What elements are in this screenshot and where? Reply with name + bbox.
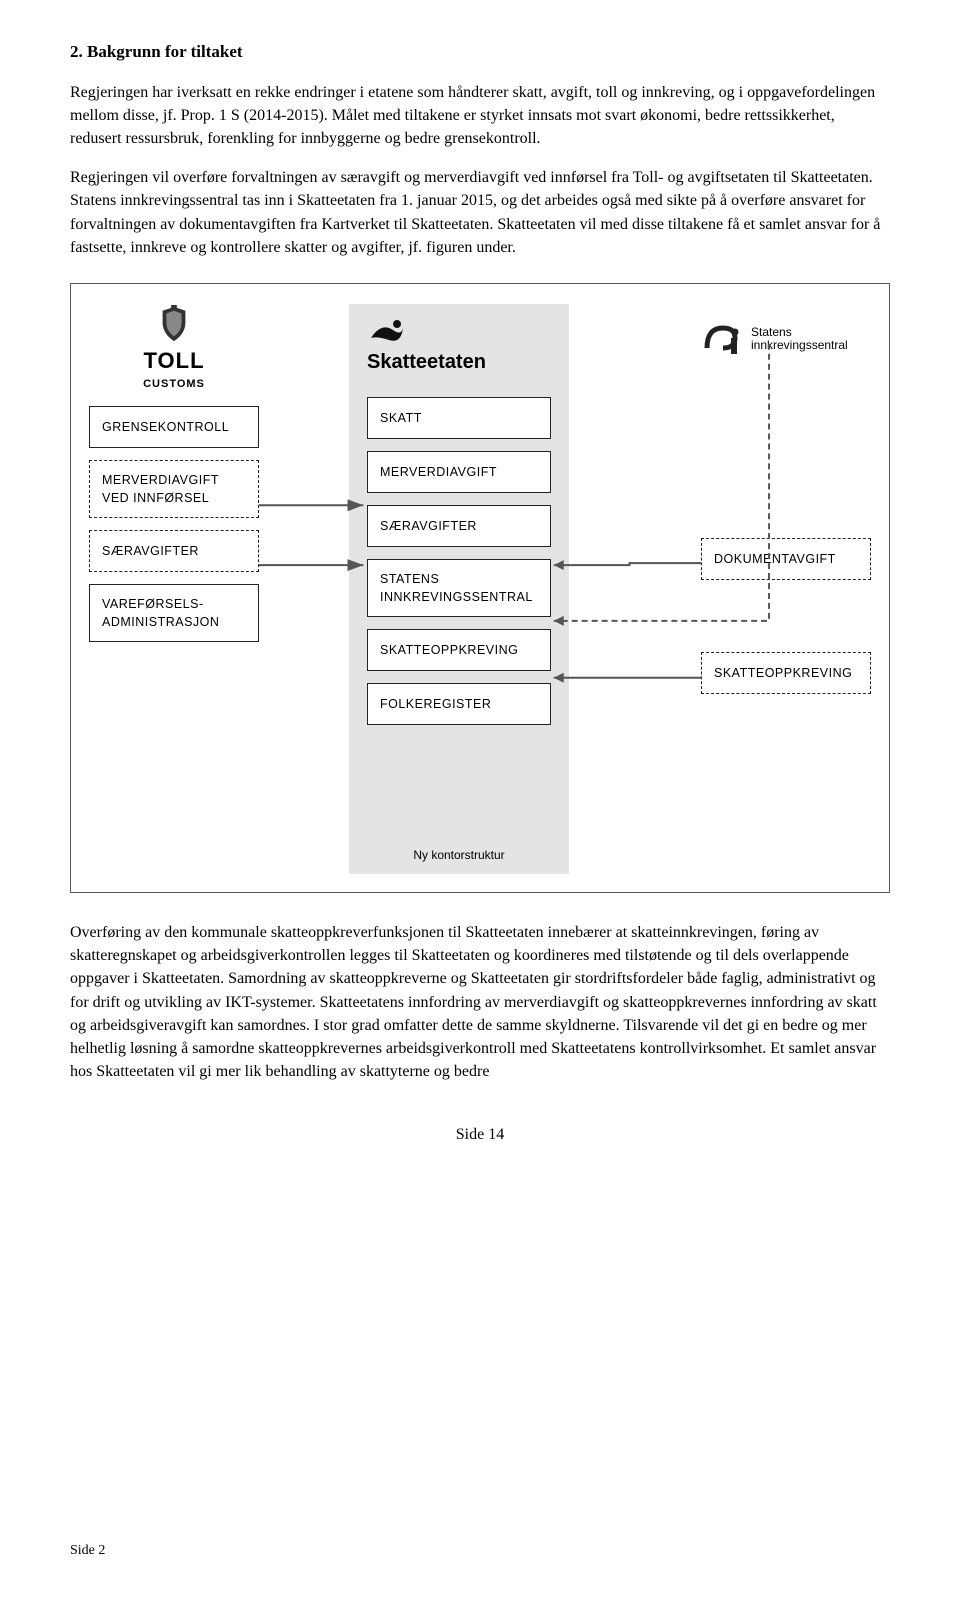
mid-footer: Ny kontorstruktur (349, 847, 569, 864)
si-icon (701, 318, 743, 360)
diagram-col-right: Statensinnkrevingssentral DOKUMENTAVGIFT… (701, 304, 871, 706)
mid-box-4: SKATTEOPPKREVING (367, 629, 551, 671)
si-text: Statensinnkrevingssentral (751, 326, 848, 352)
org-diagram: TOLL CUSTOMS GRENSEKONTROLL MERVERDIAVGIF… (70, 283, 890, 893)
left-box-2: SÆRAVGIFTER (89, 530, 259, 572)
section-heading: 2. Bakgrunn for tiltaket (70, 40, 890, 65)
right-box-1: SKATTEOPPKREVING (701, 652, 871, 694)
crest-icon (155, 305, 193, 343)
mid-box-2: SÆRAVGIFTER (367, 505, 551, 547)
right-box-0: DOKUMENTAVGIFT (701, 538, 871, 580)
diagram-col-skatteetaten: Skatteetaten SKATT MERVERDIAVGIFT SÆRAVGIF… (349, 304, 569, 874)
skatteetaten-logo: Skatteetaten (367, 318, 551, 387)
mid-box-0: SKATT (367, 397, 551, 439)
mid-box-5: FOLKEREGISTER (367, 683, 551, 725)
page-footer-center: Side 14 (70, 1123, 890, 1146)
page-footer-left: Side 2 (70, 1541, 105, 1561)
swoosh-icon (367, 318, 407, 348)
mid-title: Skatteetaten (367, 348, 486, 377)
mid-box-1: MERVERDIAVGIFT (367, 451, 551, 493)
toll-subtitle: CUSTOMS (143, 377, 205, 393)
paragraph-2: Regjeringen vil overføre forvaltningen a… (70, 166, 890, 259)
toll-logo: TOLL CUSTOMS (89, 304, 259, 394)
toll-title: TOLL (143, 345, 204, 377)
left-box-1: MERVERDIAVGIFT VED INNFØRSEL (89, 460, 259, 518)
si-logo: Statensinnkrevingssentral (701, 304, 871, 374)
paragraph-3: Overføring av den kommunale skatteoppkre… (70, 921, 890, 1083)
paragraph-1: Regjeringen har iverksatt en rekke endri… (70, 81, 890, 151)
left-box-0: GRENSEKONTROLL (89, 406, 259, 448)
diagram-col-toll: TOLL CUSTOMS GRENSEKONTROLL MERVERDIAVGIF… (89, 304, 259, 655)
mid-panel: Skatteetaten SKATT MERVERDIAVGIFT SÆRAVGIF… (349, 304, 569, 874)
mid-box-3: STATENS INNKREVINGSSENTRAL (367, 559, 551, 617)
left-box-3: VAREFØRSELS- ADMINISTRASJON (89, 584, 259, 642)
